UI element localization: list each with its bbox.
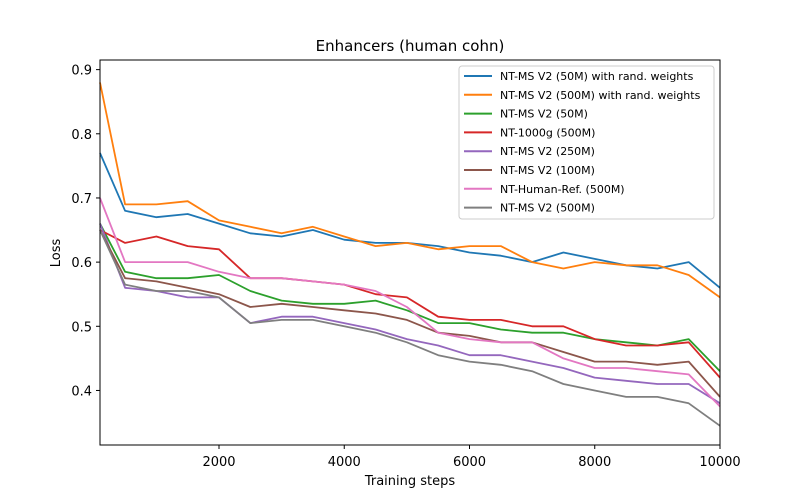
y-axis-ticks: 0.4 0.5 0.6 0.7 0.8 0.9 — [71, 64, 100, 399]
legend-label-6: NT-MS V2 (100M) — [500, 164, 595, 177]
plot-lines — [99, 82, 721, 427]
series-line-3 — [99, 223, 721, 372]
legend: NT-MS V2 (50M) with rand. weights NT-MS V… — [458, 65, 715, 220]
series-line-8 — [99, 229, 721, 427]
x-axis-label: Training steps — [364, 474, 456, 489]
y-tick-label: 0.9 — [71, 64, 92, 79]
legend-items: NT-MS V2 (50M) with rand. weights NT-MS V… — [464, 70, 701, 215]
x-tick-label: 8000 — [578, 455, 611, 470]
legend-label-3: NT-MS V2 (50M) — [500, 108, 588, 121]
chart-title: Enhancers (human cohn) — [316, 37, 505, 55]
series-line-7 — [99, 197, 721, 408]
series-line-5 — [99, 223, 721, 405]
legend-label-7: NT-Human-Ref. (500M) — [500, 183, 625, 196]
legend-label-1: NT-MS V2 (50M) with rand. weights — [500, 70, 694, 83]
series-line-6 — [99, 229, 721, 398]
x-tick-label: 4000 — [328, 455, 361, 470]
legend-label-2: NT-MS V2 (500M) with rand. weights — [500, 89, 701, 102]
plot-frame — [99, 59, 721, 446]
y-tick-label: 0.5 — [71, 320, 92, 335]
legend-box — [458, 65, 715, 220]
y-tick-label: 0.6 — [71, 256, 92, 271]
y-tick-label: 0.4 — [71, 384, 92, 399]
legend-label-4: NT-1000g (500M) — [500, 126, 595, 139]
y-tick-label: 0.7 — [71, 192, 92, 207]
legend-label-5: NT-MS V2 (250M) — [500, 145, 595, 158]
y-axis-label: Loss — [49, 239, 64, 268]
series-line-4 — [99, 229, 721, 379]
legend-label-8: NT-MS V2 (500M) — [500, 202, 595, 215]
x-tick-label: 6000 — [453, 455, 486, 470]
x-tick-label: 10000 — [699, 455, 740, 470]
y-tick-label: 0.8 — [71, 128, 92, 143]
series-line-2 — [99, 82, 721, 299]
x-tick-label: 2000 — [202, 455, 235, 470]
x-axis-ticks: 2000 4000 6000 8000 10000 — [202, 445, 741, 470]
